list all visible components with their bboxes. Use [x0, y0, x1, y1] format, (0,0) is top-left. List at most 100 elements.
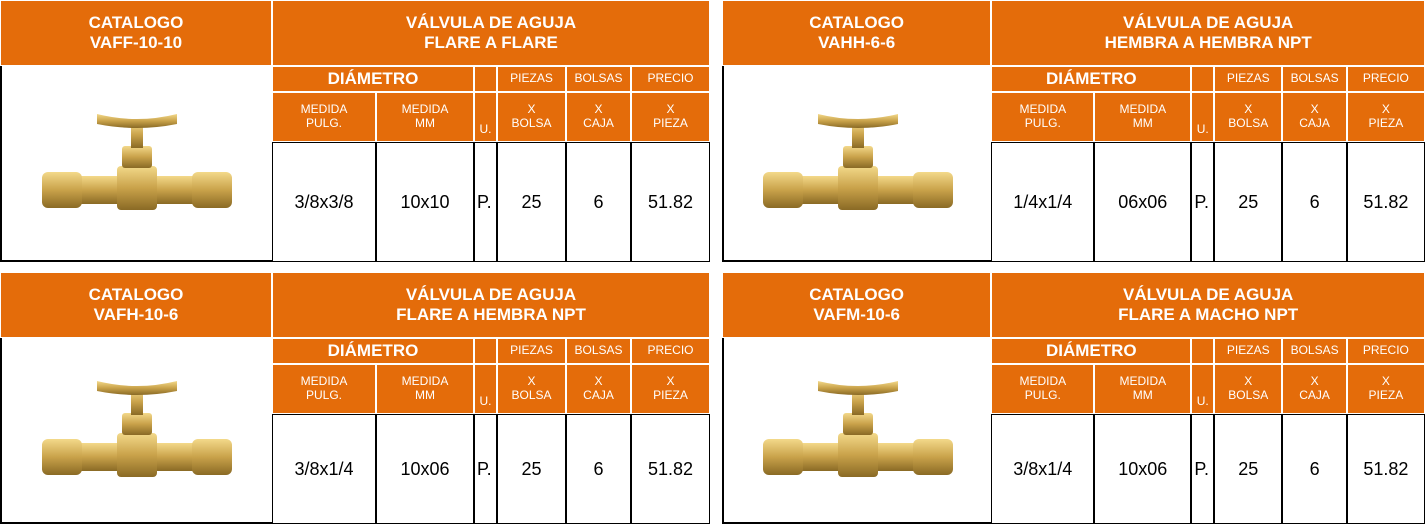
blank-header	[474, 338, 497, 364]
label-line: PIEZA	[1368, 116, 1404, 130]
label-line: U.	[479, 122, 492, 137]
data-cell: P.	[474, 142, 497, 262]
label-line: MEDIDA	[1019, 102, 1067, 117]
blank-header	[1191, 66, 1215, 92]
label-line: CATALOGO	[809, 285, 905, 305]
product-card: CATALOGO VAFH-10-6 VÁLVULA DE AGUJA FLARE A…	[0, 272, 710, 524]
label-line: X	[1381, 102, 1390, 117]
data-cell: 3/8x1/4	[991, 414, 1095, 524]
column-subheader: U.	[1191, 364, 1215, 414]
data-cell: 10x06	[376, 414, 474, 524]
column-subheader: U.	[1191, 92, 1215, 142]
column-header: PIEZAS	[1214, 66, 1283, 92]
data-cell: 51.82	[631, 142, 710, 262]
column-subheader: X PIEZA	[1346, 92, 1425, 142]
label-line: BOLSA	[511, 388, 552, 402]
data-cell: 25	[1214, 414, 1283, 524]
label-line: PULG.	[1024, 116, 1061, 130]
data-cell: 51.82	[631, 414, 710, 524]
label-line: X	[594, 374, 603, 389]
label-line: VAFM-10-6	[813, 305, 900, 324]
label-line: FLARE A MACHO NPT	[1118, 305, 1299, 324]
data-cell: 3/8x3/8	[272, 142, 376, 262]
label-line: VÁLVULA DE AGUJA	[405, 13, 577, 33]
label-line: VAHH-6-6	[818, 33, 896, 52]
data-cell: P.	[1191, 414, 1215, 524]
image-cell	[722, 338, 992, 524]
label-line: CATALOGO	[809, 13, 905, 33]
data-cell: 6	[566, 414, 631, 524]
column-subheader: MEDIDA PULG.	[991, 364, 1095, 414]
label-line: BOLSA	[1228, 116, 1269, 130]
column-subheader: U.	[474, 364, 497, 414]
data-cell: 06x06	[1094, 142, 1192, 262]
data-cell: 10x06	[1094, 414, 1192, 524]
title-header: VÁLVULA DE AGUJA FLARE A MACHO NPT	[991, 272, 1425, 338]
column-subheader: X BOLSA	[497, 364, 566, 414]
diameter-header: DIÁMETRO	[272, 338, 474, 364]
label-line: HEMBRA A HEMBRA NPT	[1104, 33, 1312, 52]
label-line: MEDIDA	[300, 374, 348, 389]
label-line: CAJA	[583, 388, 614, 402]
data-cell: P.	[1191, 142, 1215, 262]
data-cell: 1/4x1/4	[991, 142, 1095, 262]
label-line: X	[527, 374, 536, 389]
diameter-header: DIÁMETRO	[991, 66, 1192, 92]
column-subheader: X CAJA	[1282, 364, 1347, 414]
column-subheader: MEDIDA MM	[1094, 364, 1192, 414]
column-subheader: X BOLSA	[1214, 364, 1283, 414]
label-line: VAFF-10-10	[89, 33, 183, 52]
valve-image	[42, 381, 232, 477]
label-line: CAJA	[1299, 116, 1330, 130]
blank-header	[474, 66, 497, 92]
label-line: PIEZA	[653, 388, 688, 402]
label-line: MM	[415, 116, 435, 130]
label-line: PIEZA	[653, 116, 688, 130]
column-header: PIEZAS	[497, 66, 566, 92]
column-subheader: X BOLSA	[1214, 92, 1283, 142]
image-cell	[722, 66, 992, 262]
label-line: MEDIDA	[401, 374, 449, 389]
column-subheader: X CAJA	[566, 92, 631, 142]
data-cell: P.	[474, 414, 497, 524]
catalog-header: CATALOGO VAFM-10-6	[722, 272, 992, 338]
label-line: PULG.	[1024, 388, 1061, 402]
label-line: FLARE A HEMBRA NPT	[396, 305, 586, 324]
column-subheader: MEDIDA PULG.	[272, 364, 376, 414]
label-line: X	[1310, 102, 1319, 117]
product-card: CATALOGO VAFM-10-6 VÁLVULA DE AGUJA FLARE A…	[722, 272, 1425, 524]
label-line: U.	[1196, 394, 1209, 409]
diameter-header: DIÁMETRO	[991, 338, 1192, 364]
label-line: VÁLVULA DE AGUJA	[405, 285, 577, 305]
label-line: X	[594, 102, 603, 117]
label-line: X	[666, 102, 675, 117]
catalog-header: CATALOGO VAHH-6-6	[722, 0, 992, 66]
label-line: X	[527, 102, 536, 117]
title-header: VÁLVULA DE AGUJA FLARE A HEMBRA NPT	[272, 272, 710, 338]
column-subheader: X BOLSA	[497, 92, 566, 142]
label-line: U.	[1196, 122, 1209, 137]
data-cell: 25	[497, 142, 566, 262]
valve-image	[762, 114, 953, 210]
label-line: X	[1244, 374, 1253, 389]
data-cell: 25	[497, 414, 566, 524]
column-header: PRECIO	[1346, 338, 1425, 364]
column-header: PIEZAS	[497, 338, 566, 364]
column-header: BOLSAS	[1282, 338, 1347, 364]
label-line: CAJA	[583, 116, 614, 130]
label-line: PULG.	[305, 388, 342, 402]
label-line: MEDIDA	[1119, 374, 1167, 389]
label-line: FLARE A FLARE	[424, 33, 558, 52]
column-subheader: U.	[474, 92, 497, 142]
label-line: CATALOGO	[88, 13, 184, 33]
data-cell: 51.82	[1346, 414, 1425, 524]
image-cell	[0, 338, 272, 524]
label-line: U.	[479, 394, 492, 409]
column-subheader: MEDIDA MM	[376, 92, 474, 142]
product-card: CATALOGO VAHH-6-6 VÁLVULA DE AGUJA HEMBRA A…	[722, 0, 1425, 262]
label-line: X	[1244, 102, 1253, 117]
diameter-header: DIÁMETRO	[272, 66, 474, 92]
column-subheader: X PIEZA	[631, 364, 710, 414]
column-header: PIEZAS	[1214, 338, 1283, 364]
